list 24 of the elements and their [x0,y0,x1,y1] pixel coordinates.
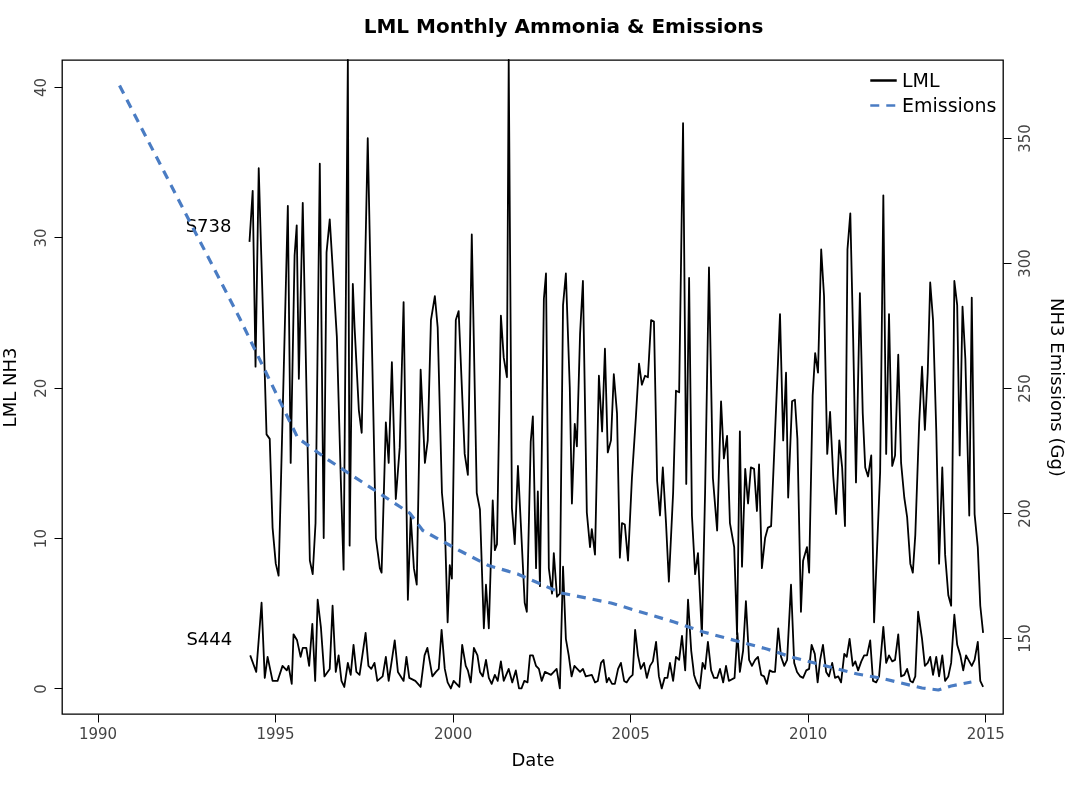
y-axis-title: LML NH3 [0,347,20,428]
y-tick-label: 30 [31,228,50,248]
x-tick-label: 1995 [256,724,295,743]
x-tick-label: 1990 [78,724,118,743]
y2-axis-title: NH3 Emissions (Gg) [1046,298,1068,477]
x-tick-label: 2015 [966,724,1005,743]
annotation: S738 [185,214,232,236]
legend-label: Emissions [902,93,997,116]
x-axis-title: Date [511,748,555,770]
x-tick-label: 2000 [434,724,473,743]
y2-tick-label: 150 [1015,624,1034,653]
y2-tick-label: 250 [1015,374,1034,403]
y-tick-label: 20 [31,378,50,398]
chart-title: LML Monthly Ammonia & Emissions [363,14,764,39]
y-tick-label: 10 [31,529,50,549]
y2-tick-label: 350 [1015,124,1034,153]
x-tick-label: 2005 [611,724,650,743]
x-tick-label: 2010 [789,724,828,743]
annotation: S444 [186,628,233,650]
legend-label: LML [902,68,940,91]
y-tick-label: 0 [31,684,50,694]
y2-tick-label: 200 [1015,499,1034,528]
y-tick-label: 40 [31,78,50,98]
y2-tick-label: 300 [1015,249,1034,278]
